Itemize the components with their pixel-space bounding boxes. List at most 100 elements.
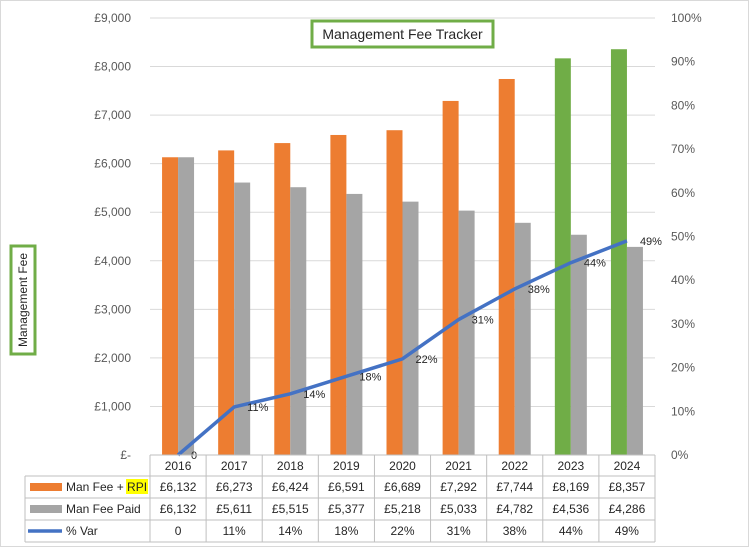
axes: £- £1,000 £2,000 £3,000 £4,000 £5,000 £6,000 £7…	[94, 11, 702, 462]
table-cell: 0	[175, 524, 182, 538]
y2-tick-label: 90%	[671, 55, 695, 69]
y2-tick-label: 30%	[671, 317, 695, 331]
y-tick-label: £9,000	[94, 11, 131, 25]
y2-tick-label: 100%	[671, 11, 702, 25]
bar-man-fee-paid	[514, 222, 531, 455]
y-tick-label: £-	[120, 448, 131, 462]
table-cell: £8,357	[609, 480, 646, 494]
x-tick-label: 2017	[221, 459, 248, 473]
var-data-label: 38%	[528, 284, 550, 296]
var-data-label: 22%	[416, 354, 438, 366]
y-tick-label: £6,000	[94, 157, 131, 171]
table-cell: 38%	[503, 524, 527, 538]
legend-label-man-fee-paid: Man Fee Paid	[66, 502, 141, 516]
bar-man-fee-paid	[346, 193, 363, 455]
y2-tick-label: 80%	[671, 98, 695, 112]
bar-man-fee-rpi	[274, 143, 291, 456]
bar-man-fee-paid	[178, 157, 195, 456]
y-axis-title-frame	[9, 244, 37, 356]
x-tick-label: 2016	[165, 459, 192, 473]
table-cell: £5,033	[440, 502, 477, 516]
y-axis-title-box: Management Fee	[9, 244, 37, 356]
y-tick-label: £3,000	[94, 302, 131, 316]
x-tick-label: 2021	[445, 459, 472, 473]
var-line	[176, 239, 628, 457]
table-cell: £6,424	[272, 480, 309, 494]
table-cell: 44%	[559, 524, 583, 538]
y2-tick-label: 50%	[671, 230, 695, 244]
bar-man-fee-rpi	[386, 130, 403, 455]
table-cell: £4,782	[496, 502, 533, 516]
y2-tick-label: 20%	[671, 361, 695, 375]
y-axis-title: Management Fee	[16, 253, 30, 347]
table-cell: 22%	[390, 524, 414, 538]
table-cell: £6,273	[216, 480, 253, 494]
var-data-label: 18%	[359, 371, 381, 383]
bar-man-fee-rpi	[218, 150, 235, 455]
var-data-label: 0	[191, 450, 197, 462]
var-data-label: 31%	[472, 315, 494, 327]
x-tick-label: 2022	[501, 459, 528, 473]
legend-key-man-fee-rpi	[30, 483, 62, 491]
y-tick-label: £5,000	[94, 205, 131, 219]
bar-man-fee-rpi	[498, 78, 515, 455]
bar-man-fee-paid	[458, 210, 475, 455]
table-cell: £5,377	[328, 502, 365, 516]
bar-man-fee-rpi	[554, 58, 571, 455]
y2-tick-label: 70%	[671, 142, 695, 156]
var-data-label: 11%	[247, 402, 268, 414]
table-cell: £5,611	[216, 502, 252, 516]
y-tick-label: £1,000	[94, 399, 131, 413]
bar-man-fee-rpi	[442, 100, 459, 455]
table-cell: £4,286	[609, 502, 646, 516]
legend-label-highlight	[126, 479, 149, 494]
bar-man-fee-rpi	[162, 157, 179, 456]
y-tick-label: £7,000	[94, 108, 131, 122]
x-tick-label: 2019	[333, 459, 360, 473]
y2-tick-label: 40%	[671, 273, 695, 287]
table-cell: 31%	[447, 524, 471, 538]
table-cell: £6,132	[160, 480, 197, 494]
table-cell: 11%	[223, 524, 246, 538]
legend-key-man-fee-paid	[30, 505, 62, 513]
table-cell: 18%	[334, 524, 358, 538]
var-data-label: 49%	[640, 236, 662, 248]
y-tick-label: £4,000	[94, 254, 131, 268]
x-tick-label: 2018	[277, 459, 304, 473]
table-cell: £6,591	[328, 480, 365, 494]
var-data-label: 44%	[584, 258, 606, 270]
var-data-label: 14%	[303, 389, 325, 401]
table-cell: 49%	[615, 524, 639, 538]
y-tick-label: £8,000	[94, 60, 131, 74]
y2-tick-label: 0%	[671, 448, 689, 462]
x-tick-label: 2020	[389, 459, 416, 473]
y2-tick-label: 60%	[671, 186, 695, 200]
legend-label-var: % Var	[66, 524, 98, 538]
table-cell: £7,292	[440, 480, 477, 494]
bar-man-fee-paid	[234, 182, 251, 455]
bar-man-fee-paid	[290, 187, 307, 455]
table-cell: £7,744	[496, 480, 533, 494]
bar-man-fee-paid	[402, 201, 419, 455]
chart-title: Management Fee Tracker	[322, 26, 483, 42]
y2-tick-label: 10%	[671, 404, 695, 418]
bars	[162, 49, 643, 456]
x-tick-label: 2023	[557, 459, 584, 473]
line-series: 0 11% 14% 18% 22% 31% 38% 44% 49%	[176, 236, 662, 462]
y-tick-label: £2,000	[94, 351, 131, 365]
table-cell: £6,689	[384, 480, 421, 494]
table-cell: £8,169	[552, 480, 589, 494]
table-cell: 14%	[278, 524, 302, 538]
legend-label-man-fee-rpi: Man Fee + RPI	[66, 480, 147, 494]
data-table: 2016 2017 2018 2019 2020 2021 2022 2023 2024 Man …	[24, 454, 656, 543]
table-cell: £4,536	[552, 502, 589, 516]
bar-man-fee-rpi	[330, 134, 347, 455]
bar-man-fee-rpi	[610, 49, 627, 455]
bar-man-fee-paid	[626, 246, 643, 455]
chart-title-frame	[310, 19, 495, 49]
bar-man-fee-paid	[570, 234, 587, 455]
chart-title-box: Management Fee Tracker	[310, 19, 495, 49]
x-tick-label: 2024	[614, 459, 641, 473]
table-cell: £5,218	[384, 502, 421, 516]
